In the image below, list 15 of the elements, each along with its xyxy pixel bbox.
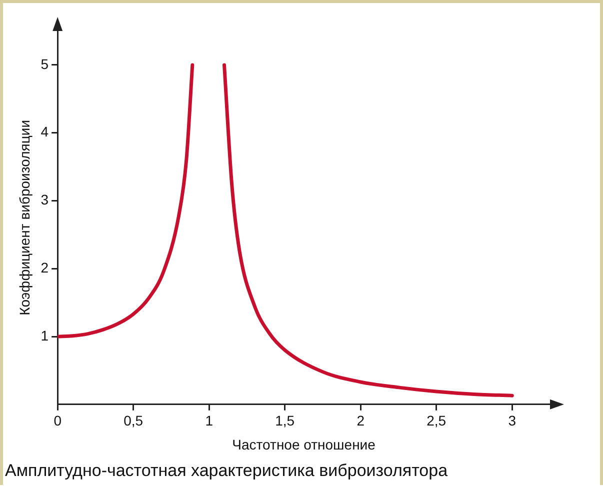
x-tick-label: 2,5 xyxy=(426,412,446,429)
y-tick-label: 5 xyxy=(40,56,49,72)
y-tick-label: 3 xyxy=(40,192,49,208)
x-tick-label: 1,5 xyxy=(275,412,295,429)
x-tick-label: 0 xyxy=(54,412,62,429)
y-tick-label: 4 xyxy=(40,124,49,140)
y-tick-label: 1 xyxy=(40,327,49,344)
x-tick-label: 0,5 xyxy=(124,412,144,429)
text: Амплитудно-частотная характеристика виброизолятора xyxy=(5,461,448,481)
y-axis-title: Коэффициент виброизоляции xyxy=(16,120,32,316)
y-tick-label: 2 xyxy=(40,259,49,276)
x-tick-label: 3 xyxy=(508,412,516,429)
x-tick-label: 2 xyxy=(356,412,365,429)
x-tick-label: 1 xyxy=(205,412,214,429)
x-axis-title: Частотное отношение xyxy=(232,436,376,452)
